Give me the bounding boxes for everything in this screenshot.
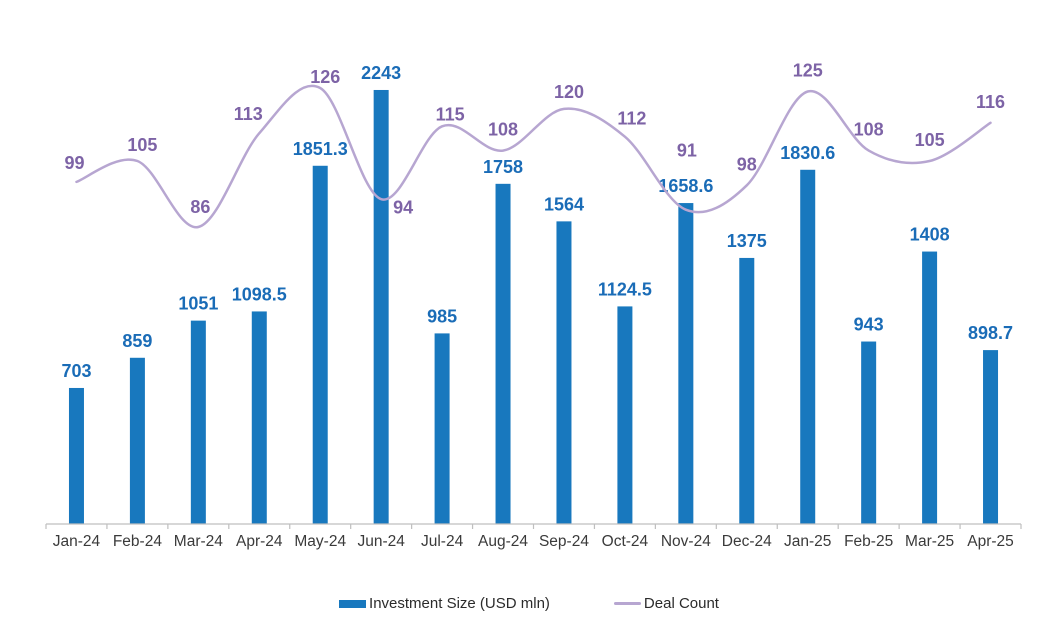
line-label-May-24: 126 bbox=[310, 67, 340, 87]
bar-label-Oct-24: 1124.5 bbox=[598, 279, 652, 299]
bar-Jan-24 bbox=[68, 387, 84, 524]
x-axis-label-Nov-24: Nov-24 bbox=[661, 533, 711, 550]
bar-label-Jun-24: 2243 bbox=[361, 63, 401, 83]
x-axis-label-May-24: May-24 bbox=[294, 533, 346, 550]
bar-label-May-24: 1851.3 bbox=[293, 139, 348, 159]
x-axis-label-Jun-24: Jun-24 bbox=[357, 533, 405, 550]
bar-label-Nov-24: 1658.6 bbox=[658, 176, 713, 196]
deal-count-line bbox=[75, 84, 992, 229]
line-label-Mar-25: 105 bbox=[915, 130, 945, 150]
bar-label-Feb-25: 943 bbox=[854, 315, 884, 335]
bar-label-Jul-24: 985 bbox=[427, 306, 457, 326]
line-label-Feb-24: 105 bbox=[127, 135, 157, 155]
combo-chart: 703 859 1051 1098.5 1851.3 2243 985 1758 1564 112… bbox=[45, 61, 1022, 550]
legend-label-deal-count: Deal Count bbox=[643, 595, 719, 612]
bar-label-Dec-24: 1375 bbox=[727, 231, 767, 251]
bar-Apr-24 bbox=[251, 311, 267, 524]
x-axis-label-Feb-24: Feb-24 bbox=[113, 533, 162, 550]
x-axis-label-Oct-24: Oct-24 bbox=[602, 533, 649, 550]
bar-label-Mar-24: 1051 bbox=[178, 294, 218, 314]
x-axis-label-Apr-24: Apr-24 bbox=[236, 533, 283, 550]
line-label-Aug-24: 108 bbox=[488, 120, 518, 140]
line-label-Jan-25: 125 bbox=[793, 61, 823, 81]
x-axis-label-Jan-24: Jan-24 bbox=[53, 533, 101, 550]
bar-Feb-24 bbox=[129, 357, 145, 524]
bar-label-Mar-25: 1408 bbox=[910, 225, 950, 245]
bar-series-swatch-icon bbox=[339, 599, 367, 608]
bar-Feb-25 bbox=[861, 341, 877, 524]
bar-label-Aug-24: 1758 bbox=[483, 157, 523, 177]
line-label-Mar-24: 86 bbox=[190, 197, 210, 217]
legend-item-deal-count: Deal Count bbox=[613, 595, 719, 612]
line-label-Nov-24: 91 bbox=[677, 141, 697, 161]
bar-Sep-24 bbox=[556, 221, 572, 524]
bar-Dec-24 bbox=[739, 257, 755, 524]
bar-Jul-24 bbox=[434, 333, 450, 524]
legend-item-investment-size: Investment Size (USD mln) bbox=[339, 595, 550, 612]
line-label-Apr-25: 116 bbox=[976, 92, 1005, 112]
line-label-Jan-24: 99 bbox=[64, 153, 84, 173]
bar-Mar-24 bbox=[190, 320, 206, 524]
line-label-Dec-24: 98 bbox=[737, 154, 757, 174]
bar-Nov-24 bbox=[678, 203, 694, 524]
x-axis-label-Jan-25: Jan-25 bbox=[784, 533, 831, 550]
line-label-Feb-25: 108 bbox=[854, 120, 884, 140]
x-axis-label-Mar-25: Mar-25 bbox=[905, 533, 954, 550]
line-label-Apr-24: 113 bbox=[234, 104, 263, 124]
bar-Oct-24 bbox=[617, 306, 633, 524]
bar-label-Jan-25: 1830.6 bbox=[780, 143, 835, 163]
bar-label-Sep-24: 1564 bbox=[544, 194, 584, 214]
bar-label-Apr-24: 1098.5 bbox=[232, 284, 287, 304]
line-label-Sep-24: 120 bbox=[554, 82, 584, 102]
line-label-Jul-24: 115 bbox=[436, 104, 465, 124]
bar-May-24 bbox=[312, 165, 328, 524]
bar-label-Feb-24: 859 bbox=[122, 331, 152, 351]
bar-Jan-25 bbox=[800, 169, 816, 524]
x-axis-label-Jul-24: Jul-24 bbox=[421, 533, 464, 550]
x-axis-label-Sep-24: Sep-24 bbox=[539, 533, 589, 550]
bar-label-Apr-25: 898.7 bbox=[968, 323, 1013, 343]
bar-label-Jan-24: 703 bbox=[61, 361, 91, 381]
x-axis-label-Mar-24: Mar-24 bbox=[174, 533, 223, 550]
bar-Mar-25 bbox=[922, 251, 938, 524]
legend-label-investment-size: Investment Size (USD mln) bbox=[369, 595, 550, 612]
bar-Apr-25 bbox=[983, 350, 999, 524]
bar-Aug-24 bbox=[495, 183, 511, 524]
chart-legend: Investment Size (USD mln) Deal Count bbox=[0, 595, 1058, 612]
line-label-Jun-24: 94 bbox=[393, 197, 413, 217]
x-axis-label-Dec-24: Dec-24 bbox=[722, 533, 772, 550]
x-axis-label-Apr-25: Apr-25 bbox=[967, 533, 1014, 550]
x-axis-label-Aug-24: Aug-24 bbox=[478, 533, 528, 550]
line-label-Oct-24: 112 bbox=[617, 109, 646, 129]
bar-Jun-24 bbox=[373, 89, 389, 524]
line-series-swatch-icon bbox=[613, 602, 641, 605]
x-axis-label-Feb-25: Feb-25 bbox=[844, 533, 893, 550]
